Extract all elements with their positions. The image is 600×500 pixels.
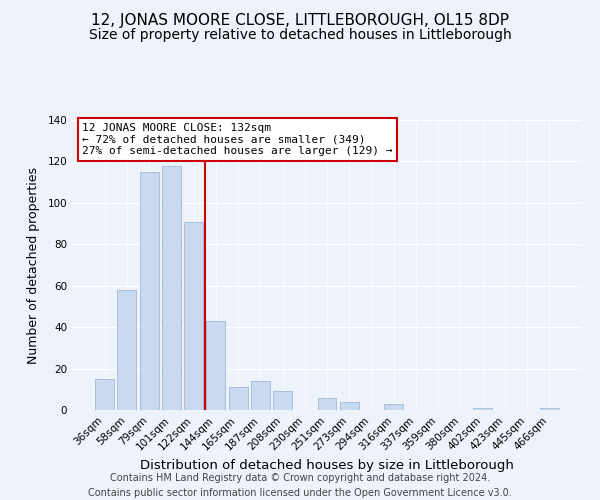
X-axis label: Distribution of detached houses by size in Littleborough: Distribution of detached houses by size … xyxy=(140,458,514,471)
Bar xyxy=(184,222,203,410)
Bar xyxy=(473,408,492,410)
Bar xyxy=(340,402,359,410)
Text: 12 JONAS MOORE CLOSE: 132sqm
← 72% of detached houses are smaller (349)
27% of s: 12 JONAS MOORE CLOSE: 132sqm ← 72% of de… xyxy=(82,123,392,156)
Bar xyxy=(162,166,181,410)
Bar xyxy=(540,408,559,410)
Bar xyxy=(118,290,136,410)
Bar xyxy=(384,404,403,410)
Bar xyxy=(229,387,248,410)
Text: Contains HM Land Registry data © Crown copyright and database right 2024.
Contai: Contains HM Land Registry data © Crown c… xyxy=(88,472,512,498)
Text: 12, JONAS MOORE CLOSE, LITTLEBOROUGH, OL15 8DP: 12, JONAS MOORE CLOSE, LITTLEBOROUGH, OL… xyxy=(91,12,509,28)
Y-axis label: Number of detached properties: Number of detached properties xyxy=(28,166,40,364)
Bar xyxy=(95,379,114,410)
Text: Size of property relative to detached houses in Littleborough: Size of property relative to detached ho… xyxy=(89,28,511,42)
Bar xyxy=(251,381,270,410)
Bar xyxy=(273,392,292,410)
Bar xyxy=(317,398,337,410)
Bar xyxy=(206,321,225,410)
Bar xyxy=(140,172,158,410)
